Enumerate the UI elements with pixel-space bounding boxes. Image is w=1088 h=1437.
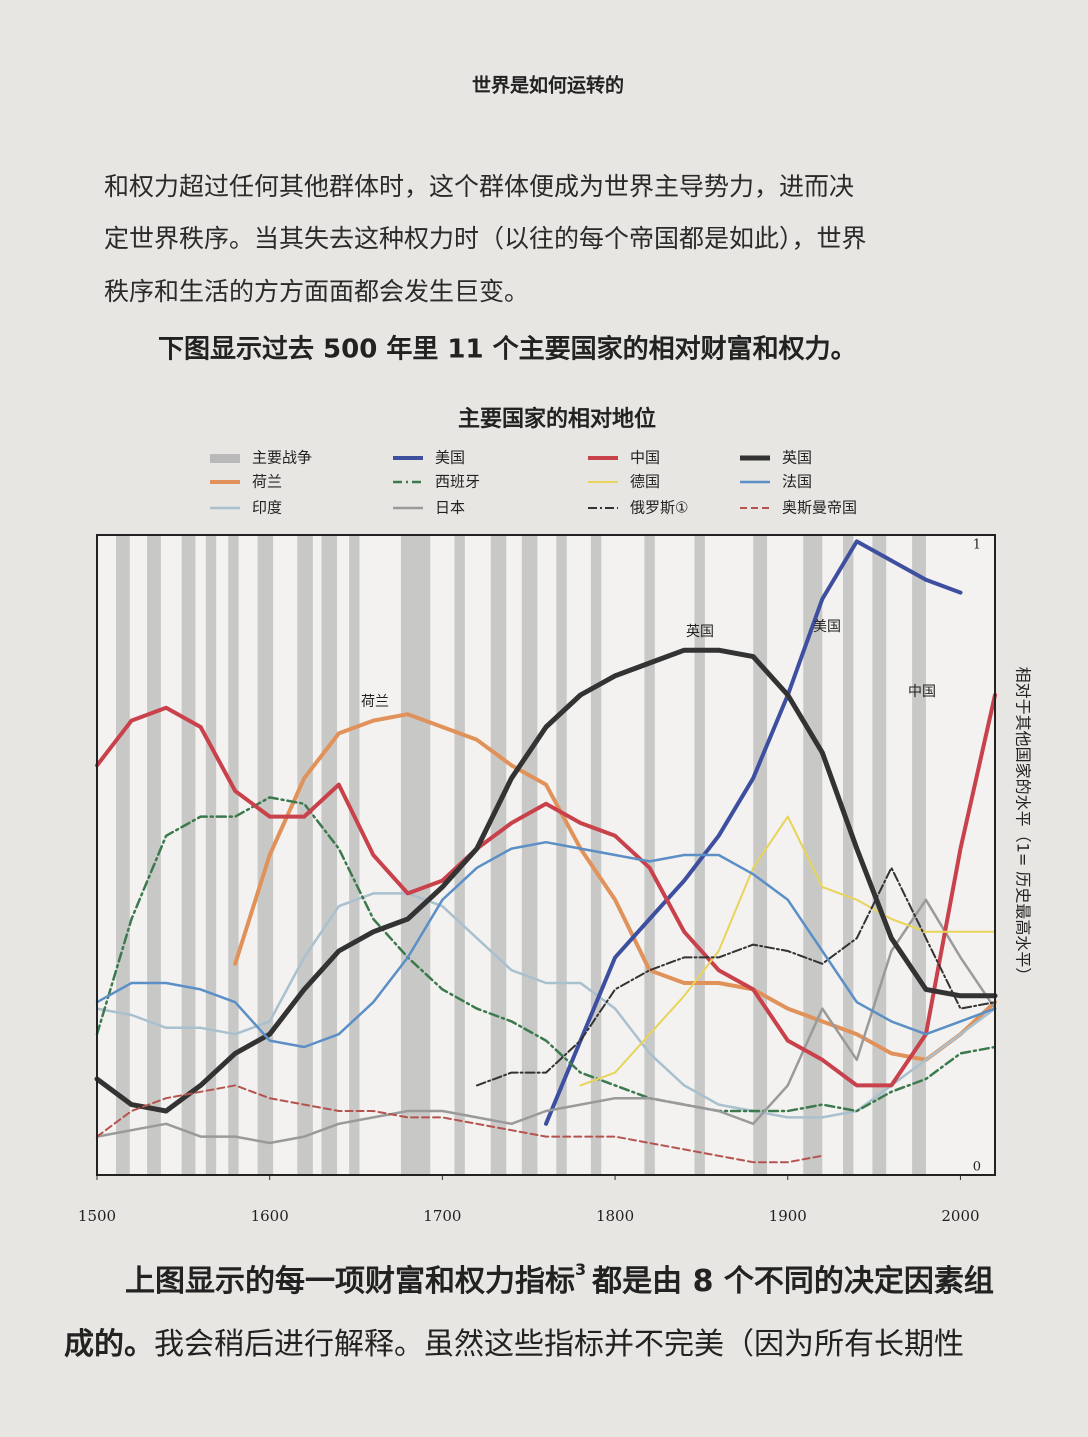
legend-label: 美国: [435, 449, 465, 467]
annotation: 英国: [686, 623, 714, 640]
war-band: [521, 535, 538, 1175]
footnote-mark: 3: [575, 1260, 586, 1279]
war-band: [349, 535, 360, 1175]
y-tick-label: 1: [973, 538, 981, 553]
war-band: [556, 535, 567, 1175]
footer-text: 成的。: [64, 1327, 154, 1362]
series-line: [475, 866, 996, 1087]
war-band: [115, 535, 130, 1175]
series-line: [94, 647, 998, 1114]
war-band: [205, 535, 217, 1175]
x-tick-label: 1500: [78, 1207, 116, 1225]
war-band: [400, 535, 431, 1175]
annotation: 美国: [813, 619, 841, 635]
series-line: [95, 693, 997, 1088]
legend-label: 英国: [782, 449, 812, 467]
header: 世界是如何运转的: [472, 74, 624, 97]
footer-line: 上图显示的每一项财富和权力指标3 都是由 8 个不同的决定因素组: [125, 1260, 994, 1299]
series-line: [95, 898, 997, 1145]
series-line: [95, 796, 997, 1113]
chart-title: 主要国家的相对地位: [458, 406, 656, 432]
x-tick-label: 1900: [769, 1207, 807, 1225]
footer-line: 成的。我会稍后进行解释。虽然这些指标并不完美（因为所有长期性: [64, 1327, 964, 1362]
series-line: [96, 1084, 824, 1164]
war-band: [912, 535, 926, 1175]
war-band: [228, 535, 239, 1175]
war-band: [590, 535, 602, 1175]
war-band: [181, 535, 196, 1175]
series-line: [544, 539, 963, 1126]
war-band: [454, 535, 465, 1175]
x-tick-label: 2000: [941, 1207, 979, 1225]
footer-text: 都是由 8 个不同的决定因素组: [591, 1264, 994, 1299]
series-line: [579, 815, 996, 1087]
plot-frame: [96, 534, 996, 1176]
legend-label: 日本: [435, 499, 465, 517]
legend-label: 俄罗斯①: [630, 499, 688, 517]
paragraph-line: 定世界秩序。当其失去这种权力时（以往的每个帝国都是如此），世界: [104, 224, 867, 253]
legend-label: 西班牙: [435, 473, 480, 491]
legend-swatch: [210, 454, 240, 463]
war-band: [843, 535, 854, 1175]
war-band: [297, 535, 313, 1175]
legend-label: 中国: [630, 449, 660, 467]
legend-label: 荷兰: [252, 473, 282, 491]
war-band: [644, 535, 655, 1175]
war-band: [321, 535, 338, 1175]
x-tick-label: 1600: [251, 1207, 289, 1225]
x-tick-label: 1800: [596, 1207, 634, 1225]
series-line: [95, 892, 997, 1119]
legend-label: 印度: [252, 499, 282, 517]
war-band: [872, 535, 887, 1175]
war-band: [753, 535, 768, 1175]
series-line: [95, 840, 997, 1049]
footer-text: 上图显示的每一项财富和权力指标: [125, 1264, 575, 1299]
y-axis-label: 相对于其他国家的水平（1= 历史最高水平）: [1014, 667, 1033, 984]
legend-label: 主要战争: [252, 449, 312, 467]
series-line: [233, 712, 997, 1062]
annotation: 中国: [908, 684, 936, 700]
paragraph-line: 和权力超过任何其他群体时，这个群体便成为世界主导势力，进而决: [104, 172, 854, 201]
war-band: [257, 535, 274, 1175]
war-band: [147, 535, 161, 1175]
caption: 下图显示过去 500 年里 11 个主要国家的相对财富和权力。: [158, 334, 857, 365]
legend-label: 法国: [782, 473, 812, 491]
annotation: 荷兰: [361, 694, 389, 710]
x-tick-label: 1700: [423, 1207, 461, 1225]
paragraph-line: 秩序和生活的方方面面都会发生巨变。: [104, 277, 529, 306]
legend-label: 德国: [630, 473, 660, 491]
legend-label: 奥斯曼帝国: [782, 499, 857, 517]
y-tick-label: 0: [973, 1160, 981, 1175]
footer-text: 我会稍后进行解释。虽然这些指标并不完美（因为所有长期性: [154, 1327, 964, 1362]
